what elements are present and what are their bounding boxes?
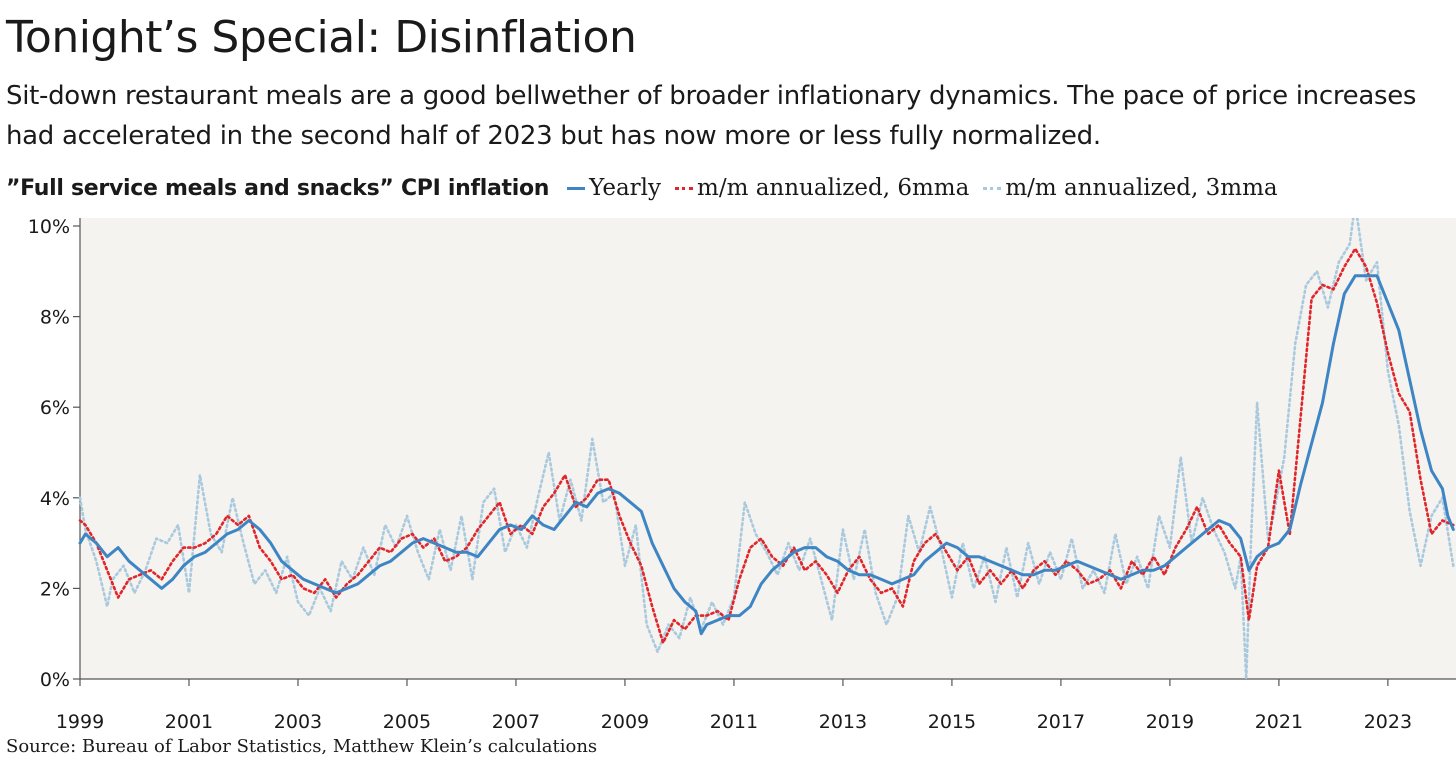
x-tick-label: 2023 — [1364, 711, 1412, 733]
legend-item-6mma: m/m annualized, 6mma — [675, 175, 969, 201]
legend-row: ”Full service meals and snacks” CPI infl… — [6, 170, 1292, 206]
legend-swatch-6mma — [675, 186, 694, 190]
legend-swatch-yearly — [567, 186, 586, 190]
x-tick-label: 2015 — [928, 711, 976, 733]
chart-series-label: ”Full service meals and snacks” CPI infl… — [6, 175, 550, 201]
y-tick-label: 2% — [40, 578, 70, 600]
y-tick-label: 10% — [28, 218, 70, 238]
legend-label-yearly: Yearly — [589, 175, 662, 201]
x-tick-label: 2017 — [1037, 711, 1085, 733]
x-tick-label: 2013 — [819, 711, 867, 733]
line-chart: 0% 2% 4% 6% 8% 10% 1999 2001 2003 2005 2007 2009 201… — [28, 218, 1456, 733]
x-tick-label: 2019 — [1146, 711, 1194, 733]
series-line-3mma — [78, 218, 1455, 681]
x-tick-label: 2007 — [492, 711, 540, 733]
x-tick-label: 2021 — [1255, 711, 1303, 733]
x-tick-label: 2009 — [601, 711, 649, 733]
chart-subtitle: Sit-down restaurant meals are a good bel… — [6, 81, 1417, 151]
series-line-6mma — [78, 247, 1455, 645]
chart-title: Tonight’s Special: Disinflation — [6, 12, 637, 63]
legend-label-6mma: m/m annualized, 6mma — [697, 175, 970, 201]
legend-item-3mma: m/m annualized, 3mma — [983, 175, 1278, 201]
legend-item-yearly: Yearly — [567, 175, 661, 201]
x-tick-label: 1999 — [56, 711, 104, 733]
x-tick-label: 2003 — [274, 711, 322, 733]
source-note: Source: Bureau of Labor Statistics, Matt… — [6, 736, 598, 757]
series-line-yearly — [78, 274, 1455, 636]
x-tick-label: 2005 — [383, 711, 431, 733]
y-tick-label: 4% — [40, 488, 70, 510]
y-tick-label: 0% — [40, 669, 70, 691]
legend-label-3mma: m/m annualized, 3mma — [1005, 175, 1278, 201]
plot-area — [80, 218, 1456, 679]
x-tick-label: 2001 — [165, 711, 213, 733]
y-tick-label: 6% — [40, 397, 70, 419]
y-tick-label: 8% — [40, 307, 70, 329]
x-tick-label: 2011 — [710, 711, 758, 733]
legend-swatch-3mma — [983, 186, 1002, 190]
